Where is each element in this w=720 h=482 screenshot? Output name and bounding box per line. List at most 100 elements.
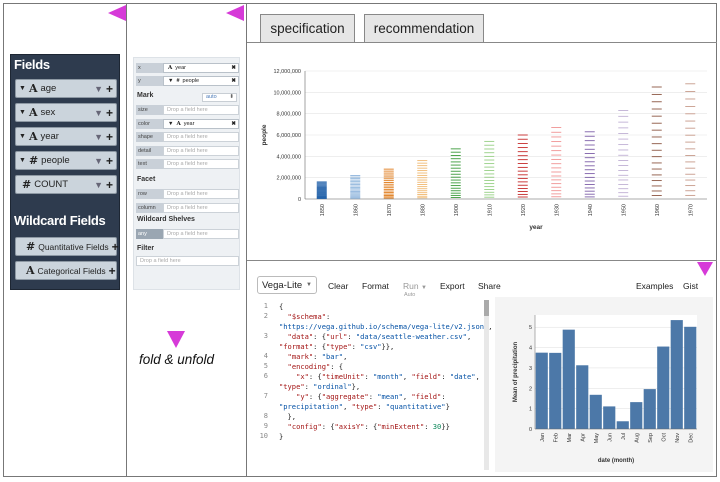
wildcard-field-pill[interactable]: A Categorical Fields + bbox=[15, 261, 117, 280]
mode-value: Vega-Lite bbox=[262, 279, 303, 291]
x-axis-title: year bbox=[529, 224, 543, 231]
field-pill[interactable]: ▼ A sex ▼ + bbox=[15, 103, 117, 122]
scrollbar-thumb[interactable] bbox=[484, 300, 489, 316]
shelf-shape[interactable]: shape Drop a field here bbox=[136, 132, 239, 142]
drop-zone[interactable]: Drop a field here bbox=[163, 132, 239, 142]
shelf-row[interactable]: row Drop a field here bbox=[136, 189, 239, 199]
shelf-y-label: y bbox=[136, 76, 163, 86]
bar bbox=[576, 365, 589, 429]
code-line-8: }, bbox=[279, 412, 297, 421]
mark-select[interactable]: auto ⬍ bbox=[202, 93, 237, 102]
tab-recommendation[interactable]: recommendation bbox=[364, 14, 484, 42]
field-pill[interactable]: ▼ # people ▼ + bbox=[15, 151, 117, 170]
code-scrollbar[interactable] bbox=[484, 300, 489, 470]
code-line-6b: "type": "ordinal"}, bbox=[279, 382, 361, 391]
add-icon[interactable]: + bbox=[111, 239, 119, 254]
add-icon[interactable]: + bbox=[105, 129, 113, 144]
shelf-y[interactable]: y ▼ # people ✖ bbox=[136, 76, 239, 86]
remove-icon[interactable]: ✖ bbox=[231, 65, 236, 71]
caret-down-icon: ▼ bbox=[420, 285, 427, 291]
shelf-any[interactable]: any Drop a field here bbox=[136, 229, 239, 239]
bar bbox=[670, 320, 683, 429]
x-tick-label: May bbox=[594, 433, 600, 444]
caret-down-icon: ▼ bbox=[306, 282, 312, 288]
field-label: people bbox=[41, 155, 70, 166]
filter-icon[interactable]: ▼ bbox=[94, 131, 103, 142]
facet-title: Facet bbox=[137, 176, 156, 183]
x-field[interactable]: year bbox=[175, 65, 186, 71]
field-type-icon: # bbox=[28, 154, 39, 167]
plot-area bbox=[535, 315, 697, 429]
field-label: Quantitative Fields bbox=[38, 241, 109, 252]
field-label: COUNT bbox=[34, 179, 68, 190]
filter-icon[interactable]: ▼ bbox=[94, 107, 103, 118]
x-tick-label: Jun bbox=[607, 433, 613, 442]
add-icon[interactable]: + bbox=[105, 81, 113, 96]
shelf-label: row bbox=[136, 189, 163, 199]
expand-arrow[interactable] bbox=[697, 262, 713, 276]
fold-unfold-annotation: fold & unfold bbox=[139, 352, 215, 367]
x-tick-label: Sep bbox=[648, 433, 654, 443]
add-icon[interactable]: + bbox=[105, 153, 113, 168]
gist-button[interactable]: Gist bbox=[683, 281, 699, 291]
drop-zone[interactable]: Drop a field here bbox=[163, 202, 239, 213]
add-icon[interactable]: + bbox=[105, 177, 113, 192]
x-tick-label: 1910 bbox=[487, 204, 493, 216]
add-icon[interactable]: + bbox=[108, 263, 116, 278]
shelf-detail[interactable]: detail Drop a field here bbox=[136, 145, 239, 156]
caret-icon: ▼ bbox=[168, 120, 174, 127]
remove-icon[interactable]: ✖ bbox=[231, 78, 236, 84]
drop-zone[interactable]: Drop a field here bbox=[163, 145, 239, 156]
color-field[interactable]: year bbox=[183, 120, 195, 127]
field-type-icon: # bbox=[22, 178, 32, 191]
y-tick-label: 4 bbox=[529, 346, 532, 352]
y-axis-title: people bbox=[261, 124, 268, 145]
caret-icon: ▼ bbox=[168, 78, 174, 84]
filter-icon[interactable]: ▼ bbox=[94, 155, 103, 166]
collapse-arrow-1[interactable] bbox=[108, 5, 126, 21]
filter-drop-zone[interactable]: Drop a field here bbox=[136, 256, 239, 266]
select-arrow-icon: ⬍ bbox=[229, 94, 234, 100]
remove-icon[interactable]: ✖ bbox=[231, 120, 236, 127]
drop-zone[interactable]: Drop a field here bbox=[163, 189, 239, 199]
x-tick-label: 1960 bbox=[655, 204, 661, 216]
shelf-any-label: any bbox=[136, 229, 163, 239]
mode-select[interactable]: Vega-Lite ▼ bbox=[257, 276, 317, 294]
collapse-arrow-2[interactable] bbox=[226, 5, 244, 21]
y-tick-label: 0 bbox=[529, 427, 532, 433]
x-tick-label: 1860 bbox=[353, 204, 359, 216]
shelf-size[interactable]: size Drop a field here bbox=[136, 105, 239, 115]
export-button[interactable]: Export bbox=[440, 281, 465, 291]
wildcard-field-pill[interactable]: # Quantitative Fields + bbox=[15, 237, 119, 256]
y-field[interactable]: people bbox=[182, 78, 200, 84]
filter-icon[interactable]: ▼ bbox=[94, 179, 103, 190]
field-pill[interactable]: ▼ A age ▼ + bbox=[15, 79, 117, 98]
shelf-text[interactable]: text Drop a field here bbox=[136, 159, 239, 169]
format-button[interactable]: Format bbox=[362, 281, 389, 291]
bar bbox=[589, 394, 602, 429]
y-tick-label: 5 bbox=[529, 325, 532, 331]
drop-zone[interactable]: Drop a field here bbox=[163, 229, 239, 239]
code-editor[interactable]: 1 2 3 4 5 6 7 8 9 10 { "$schema": "https://vega.g… bbox=[254, 300, 493, 470]
code-line-1: { bbox=[279, 302, 284, 311]
field-pill[interactable]: ▼ A year ▼ + bbox=[15, 127, 117, 146]
share-button[interactable]: Share bbox=[478, 281, 501, 291]
x-tick-label: 1930 bbox=[554, 204, 560, 216]
caret-down-icon: ▼ bbox=[19, 85, 26, 92]
drop-zone[interactable]: Drop a field here bbox=[163, 159, 239, 169]
shelf-column[interactable]: column Drop a field here bbox=[136, 202, 239, 213]
code-line-2b: "https://vega.github.io/schema/vega-lite… bbox=[279, 322, 493, 331]
tab-specification[interactable]: specification bbox=[260, 14, 355, 42]
clear-button[interactable]: Clear bbox=[328, 281, 349, 291]
y-tick-label: 2,000,000 bbox=[277, 176, 301, 182]
drop-zone[interactable]: Drop a field here bbox=[163, 105, 239, 115]
run-button[interactable]: Run ▼ bbox=[403, 281, 427, 291]
shelf-label: column bbox=[136, 202, 163, 213]
field-pill[interactable]: # COUNT ▼ + bbox=[15, 175, 117, 194]
preview-panel: 0 1 2 3 4 5 Jan Feb Mar Apr May Jun Jul Aug Sep Oct Nov D… bbox=[495, 297, 713, 472]
examples-button[interactable]: Examples bbox=[636, 281, 674, 291]
filter-icon[interactable]: ▼ bbox=[94, 83, 103, 94]
add-icon[interactable]: + bbox=[105, 105, 113, 120]
